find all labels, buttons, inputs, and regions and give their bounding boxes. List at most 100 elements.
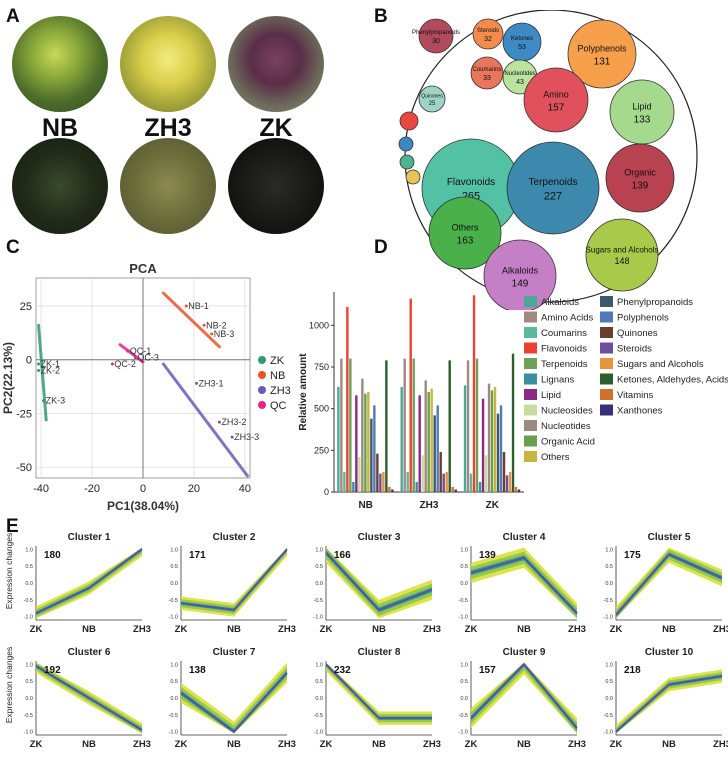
bar-ytick: 250 (314, 445, 329, 455)
pca-legend-dot (258, 356, 266, 364)
pca-point (126, 349, 130, 353)
cluster-panel: Cluster 9 -1.0 -0.5 0.0 0.5 1.0 ZK NB ZH3 157 (459, 647, 586, 750)
pca-point-label: QC-1 (130, 346, 152, 356)
cluster-title: Cluster 6 (68, 647, 111, 658)
bar-quinones (376, 453, 379, 492)
bubble-label: Organic (624, 167, 656, 177)
bar-legend-swatch (600, 342, 613, 354)
pca-point-label: ZK-3 (46, 396, 66, 406)
cluster-mean-line (35, 665, 143, 731)
bar-sugars-and-alcohols (508, 472, 512, 492)
bar-legend-label: Quinones (617, 328, 658, 339)
pca-ytick: -25 (16, 408, 32, 420)
cluster-panel: Cluster 4 -1.0 -0.5 0.0 0.5 1.0 ZK NB ZH3 139 (459, 532, 586, 635)
cluster-ytick: 0.0 (460, 581, 468, 587)
panel-letter-e: E (6, 516, 19, 537)
pca-ytick: -50 (16, 462, 32, 474)
cluster-xtick: NB (662, 739, 676, 750)
bar-legend-label: Organic Acid (541, 437, 595, 448)
bubble-phenylpropanoids (418, 18, 454, 54)
pca-ylabel: PC2(22.13%) (1, 342, 15, 414)
bar-polyphenols (373, 405, 376, 492)
bar-organic-acid (364, 393, 367, 492)
nb-leaf-photo (12, 16, 108, 112)
cluster-band (326, 662, 432, 723)
cluster-mean-line (35, 548, 143, 615)
cluster-mean-line (615, 553, 723, 616)
bar-terpenoids (475, 358, 479, 492)
bubble-label: Coumarins (472, 67, 501, 73)
panel-c-pca-chart: -40 -20 0 20 40 -50 -25 0 25 NB-1 NB-2NB-3 ZH3-1 ZH3… (1, 261, 291, 513)
cluster-ytick: 1.0 (170, 547, 178, 553)
cluster-xtick: ZK (320, 739, 333, 750)
cluster-ytick: -1.0 (169, 730, 178, 736)
bar-amino-acids (403, 358, 406, 492)
cluster-ytick: -1.0 (604, 730, 613, 736)
cluster-ytick: 0.0 (605, 581, 613, 587)
bubble-value: 139 (632, 180, 649, 191)
bar-nucleotides (361, 378, 364, 492)
cluster-title: Cluster 7 (213, 647, 256, 658)
bar-legend-swatch (600, 404, 613, 416)
bar-terpenoids (349, 358, 352, 492)
cluster-ytick: 1.0 (605, 547, 613, 553)
bar-lipid (481, 398, 485, 492)
bar-legend-swatch (600, 358, 613, 369)
pca-point (37, 362, 41, 366)
cluster-ytick: 0.0 (315, 581, 323, 587)
bubble-value: 133 (634, 114, 651, 125)
bar-xanthones (454, 489, 457, 492)
bubble-value: 53 (518, 44, 526, 51)
cluster-ylabel-top: Expression changes (4, 533, 14, 610)
bar-steroids (505, 475, 509, 492)
pca-legend-dot (258, 371, 266, 379)
cluster-ytick: -1.0 (459, 615, 468, 621)
sample-label-zk: ZK (259, 114, 293, 142)
pca-point-label: ZH3-1 (199, 378, 224, 388)
cluster-count: 192 (44, 665, 61, 676)
bar-steroids (379, 473, 382, 492)
cluster-ytick: -1.0 (24, 730, 33, 736)
pca-point (230, 435, 234, 439)
bubble-label: Sugars and Alcohols (586, 246, 659, 255)
pca-ellipse-zk (37, 323, 48, 422)
cluster-ytick: 1.0 (315, 547, 323, 553)
bar-legend-swatch (524, 342, 537, 354)
bubble-value: 227 (544, 191, 562, 203)
bar-legend-label: Terpenoids (541, 359, 588, 370)
bar-legend-label: Lipid (541, 390, 561, 401)
bar-alkaloids (337, 387, 340, 492)
cluster-mean-line (180, 548, 288, 611)
cluster-title: Cluster 5 (648, 532, 691, 543)
cluster-ytick: 1.0 (315, 662, 323, 668)
cluster-xtick: NB (662, 624, 676, 635)
bar-phenylpropanoids (496, 413, 500, 492)
cluster-band (616, 669, 722, 734)
bar-lignans (478, 482, 482, 492)
bubble-value: 149 (512, 278, 529, 289)
bubble-label: Ketones (511, 36, 533, 42)
bar-flavonoids (472, 295, 476, 492)
pca-point-label: ZK-1 (41, 359, 61, 369)
bar-category: NB (358, 500, 372, 511)
cluster-band (616, 672, 722, 734)
cluster-ytick: 0.0 (25, 696, 33, 702)
pca-point-label: ZH3-3 (234, 432, 259, 442)
pca-point-label: QC-2 (114, 359, 136, 369)
cluster-title: Cluster 4 (503, 532, 546, 543)
bar-legend-swatch (524, 358, 537, 369)
pca-legend-dot (258, 401, 266, 409)
bar-legend-label: Flavonoids (541, 344, 587, 355)
pca-xlabel: PC1(38.04%) (107, 499, 179, 513)
bar-others (430, 388, 433, 492)
bubble-label: Amino (543, 89, 569, 99)
cluster-ytick: -0.5 (314, 713, 323, 719)
cluster-ytick: 0.0 (170, 581, 178, 587)
bar-organic-acid (427, 392, 430, 492)
panel-b-bubble-chart: Phenylpropanoids 30 Steroids 32 Ketones 53 Pol… (398, 10, 698, 310)
bar-coumarins (469, 473, 473, 492)
bubble-value: 25 (429, 101, 436, 107)
cluster-ytick: 0.5 (605, 679, 613, 685)
cluster-count: 139 (479, 550, 496, 561)
bar-amino-acids (340, 358, 343, 492)
